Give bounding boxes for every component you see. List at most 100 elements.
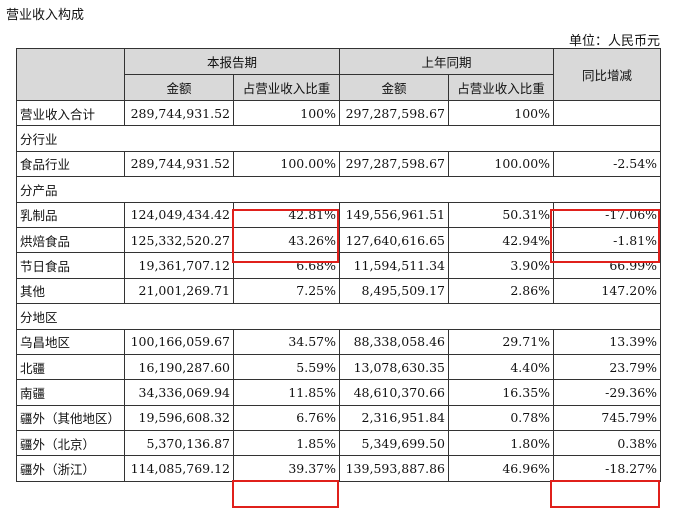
highlight-zhejiang-ratio <box>232 480 339 508</box>
cell-yoy: -17.06% <box>553 201 662 228</box>
table-row: 疆外（其他地区） 19,596,608.32 6.76% 2,316,951.84 0.… <box>16 404 662 432</box>
cell-cur-ratio: 5.59% <box>232 353 341 381</box>
cell-prev-amount: 48,610,370.66 <box>339 379 450 406</box>
cell-prev-amount: 5,349,699.50 <box>339 430 450 457</box>
cell-prev-ratio: 50.31% <box>448 201 555 228</box>
header-prior-period: 上年同期 <box>339 48 555 75</box>
table-row: 节日食品 19,361,707.12 6.68% 11,594,511.34 3.90%… <box>16 252 662 279</box>
cell-prev-ratio: 2.86% <box>448 277 555 305</box>
cell-cur-amount: 19,361,707.12 <box>124 252 234 279</box>
header-current-period: 本报告期 <box>123 48 341 75</box>
cell-prev-amount: 297,287,598.67 <box>339 150 450 178</box>
cell-yoy: 23.79% <box>553 353 662 381</box>
cell-prev-ratio: 46.96% <box>448 455 555 482</box>
cell-yoy: -1.81% <box>553 226 662 254</box>
section-row: 分地区 <box>15 303 662 330</box>
cell-yoy: 745.79% <box>553 404 662 432</box>
cell-cur-amount: 100,166,059.67 <box>124 328 234 355</box>
cell-prev-amount: 149,556,961.51 <box>339 201 450 228</box>
cell-cur-ratio: 7.25% <box>232 277 341 305</box>
cell-prev-amount: 2,316,951.84 <box>339 404 450 432</box>
total-yoy <box>553 99 662 127</box>
cell-cur-amount: 114,085,769.12 <box>124 455 234 482</box>
table-row: 乳制品 124,049,434.42 42.81% 149,556,961.51 50.… <box>16 201 662 228</box>
row-label: 疆外（北京） <box>16 430 125 457</box>
table-row: 疆外（北京） 5,370,136.87 1.85% 5,349,699.50 1.80%… <box>16 430 662 457</box>
cell-cur-ratio: 43.26% <box>232 226 341 254</box>
table-row: 烘焙食品 125,332,520.27 43.26% 127,640,616.65 42… <box>16 226 662 254</box>
header-prev-amount: 金额 <box>339 74 450 101</box>
cell-cur-ratio: 11.85% <box>232 379 341 406</box>
cell-cur-amount: 34,336,069.94 <box>124 379 234 406</box>
total-prev-ratio: 100% <box>448 99 555 127</box>
cell-cur-amount: 124,049,434.42 <box>124 201 234 228</box>
cell-prev-ratio: 4.40% <box>448 353 555 381</box>
cell-prev-ratio: 3.90% <box>448 252 555 279</box>
cell-prev-ratio: 0.78% <box>448 404 555 432</box>
cell-cur-ratio: 100.00% <box>232 150 341 178</box>
cell-yoy: 66.99% <box>553 252 662 279</box>
header-cur-amount: 金额 <box>124 74 234 101</box>
cell-cur-amount: 19,596,608.32 <box>124 404 234 432</box>
header-prev-ratio: 占营业收入比重 <box>448 74 555 101</box>
table-row: 南疆 34,336,069.94 11.85% 48,610,370.66 16.35%… <box>16 379 662 406</box>
row-label: 节日食品 <box>16 252 125 279</box>
table-row: 乌昌地区 100,166,059.67 34.57% 88,338,058.46 29.… <box>16 328 662 355</box>
header-row-top: 本报告期 上年同期 同比增减 <box>16 48 662 101</box>
row-label: 南疆 <box>16 379 125 406</box>
cell-prev-amount: 8,495,509.17 <box>339 277 450 305</box>
cell-yoy: -29.36% <box>553 379 662 406</box>
cell-prev-ratio: 100.00% <box>448 150 555 178</box>
section-title: 分产品 <box>15 176 662 203</box>
cell-yoy: 0.38% <box>553 430 662 457</box>
cell-yoy: 13.39% <box>553 328 662 355</box>
cell-prev-amount: 13,078,630.35 <box>339 353 450 381</box>
unit-label: 单位：人民币元 <box>568 34 660 49</box>
cell-prev-amount: 88,338,058.46 <box>339 328 450 355</box>
cell-prev-ratio: 1.80% <box>448 430 555 457</box>
revenue-composition-table: 本报告期 上年同期 同比增减 金额 占营业收入比重 金额 占营业收入比重 营业收… <box>15 48 662 482</box>
row-label: 乌昌地区 <box>16 328 125 355</box>
cell-cur-ratio: 39.37% <box>232 455 341 482</box>
cell-prev-ratio: 16.35% <box>448 379 555 406</box>
cell-cur-amount: 125,332,520.27 <box>124 226 234 254</box>
table-row: 北疆 16,190,287.60 5.59% 13,078,630.35 4.40% 23… <box>16 353 662 381</box>
total-row: 营业收入合计 289,744,931.52 100% 297,287,598.6… <box>16 99 662 127</box>
total-cur-amount: 289,744,931.52 <box>124 99 234 127</box>
row-label: 疆外（浙江） <box>16 455 125 482</box>
section-row: 分行业 <box>15 125 662 152</box>
cell-yoy: 147.20% <box>553 277 662 305</box>
cell-cur-amount: 289,744,931.52 <box>124 150 234 178</box>
header-yoy: 同比增减 <box>553 48 662 101</box>
row-label: 其他 <box>16 277 125 305</box>
row-label: 烘焙食品 <box>16 226 125 254</box>
header-cur-ratio: 占营业收入比重 <box>232 74 341 101</box>
section-title: 分行业 <box>15 125 662 152</box>
cell-cur-ratio: 34.57% <box>232 328 341 355</box>
cell-cur-ratio: 42.81% <box>232 201 341 228</box>
cell-prev-amount: 127,640,616.65 <box>339 226 450 254</box>
total-cur-ratio: 100% <box>232 99 341 127</box>
cell-cur-ratio: 6.76% <box>232 404 341 432</box>
cell-prev-ratio: 29.71% <box>448 328 555 355</box>
row-label: 乳制品 <box>16 201 125 228</box>
total-prev-amount: 297,287,598.67 <box>339 99 450 127</box>
row-label: 食品行业 <box>16 150 125 178</box>
cell-cur-amount: 16,190,287.60 <box>124 353 234 381</box>
row-label: 疆外（其他地区） <box>16 404 125 432</box>
cell-prev-amount: 139,593,887.86 <box>339 455 450 482</box>
cell-cur-amount: 21,001,269.71 <box>124 277 234 305</box>
cell-prev-amount: 11,594,511.34 <box>339 252 450 279</box>
total-label: 营业收入合计 <box>16 99 125 127</box>
page-title: 营业收入构成 <box>6 8 85 23</box>
section-title: 分地区 <box>15 303 662 330</box>
section-row: 分产品 <box>15 176 662 203</box>
cell-prev-ratio: 42.94% <box>448 226 555 254</box>
header-row-sub: 金额 占营业收入比重 金额 占营业收入比重 <box>17 74 661 101</box>
cell-yoy: -18.27% <box>553 455 662 482</box>
table-row: 食品行业 289,744,931.52 100.00% 297,287,598.67 1… <box>16 150 662 178</box>
cell-cur-ratio: 1.85% <box>232 430 341 457</box>
table-row: 其他 21,001,269.71 7.25% 8,495,509.17 2.86% 147… <box>16 277 662 305</box>
row-label: 北疆 <box>16 353 125 381</box>
cell-cur-ratio: 6.68% <box>232 252 341 279</box>
